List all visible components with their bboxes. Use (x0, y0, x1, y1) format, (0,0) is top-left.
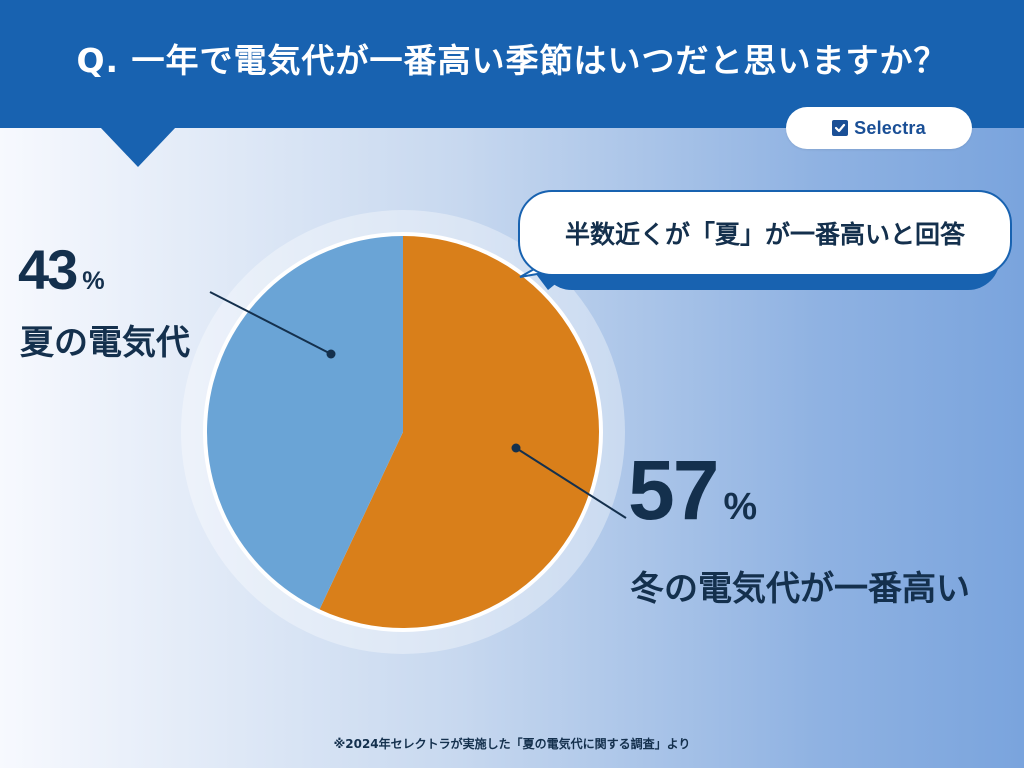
pie-slice-winter (319, 236, 600, 628)
logo-text: Selectra (854, 117, 926, 138)
label-summer: 夏の電気代 (20, 323, 190, 363)
question-title: Q. 一年で電気代が一番高い季節はいつだと思いますか？ (76, 41, 948, 80)
callout-text: 半数近くが「夏」が一番高いと回答 (564, 220, 965, 249)
header-pointer (100, 127, 176, 167)
leader-dot-summer (326, 349, 336, 359)
percent-summer: 43% (18, 242, 105, 298)
checkbox-check-icon (832, 120, 849, 136)
pie-slice-summer (207, 236, 403, 610)
percent-winter-unit: % (723, 486, 758, 528)
percent-summer-value: 43 (18, 238, 78, 301)
leader-line-winter (515, 447, 627, 519)
percent-winter-value: 57 (628, 443, 719, 537)
label-winter: 冬の電気代が一番高い (630, 569, 970, 609)
header-bar (0, 0, 1024, 128)
percent-winter: 57% (628, 448, 757, 532)
selectra-logo[interactable]: Selectra (786, 107, 972, 149)
leader-dot-winter (511, 443, 521, 453)
callout-bubble: 半数近くが「夏」が一番高いと回答 (518, 190, 1012, 276)
footnote: ※2024年セレクトラが実施した「夏の電気代に関する調査」より (333, 737, 691, 751)
percent-summer-unit: % (82, 267, 105, 295)
leader-line-summer (209, 291, 332, 355)
